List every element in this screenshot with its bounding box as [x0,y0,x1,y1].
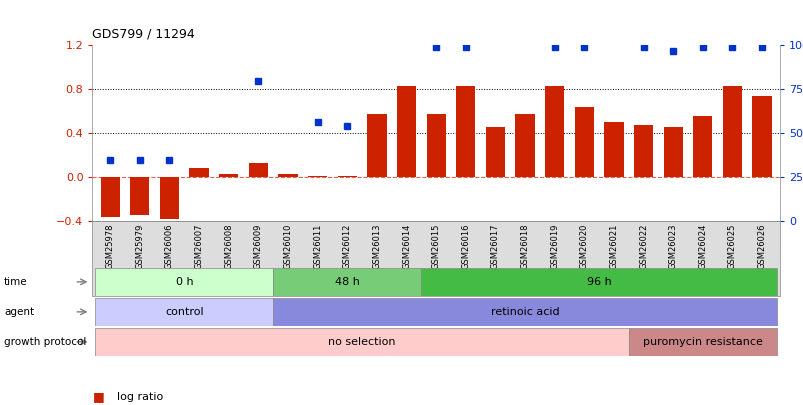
Bar [544,86,564,177]
Bar [628,328,776,356]
Bar [367,114,386,177]
Text: GDS799 / 11294: GDS799 / 11294 [92,28,195,40]
Text: log ratio: log ratio [116,392,163,403]
Bar [397,86,416,177]
Bar [426,114,445,177]
Bar [692,116,711,177]
Text: control: control [165,307,203,317]
Bar [421,268,776,296]
Text: 0 h: 0 h [175,277,193,287]
Bar [574,107,593,177]
Bar [485,127,504,177]
Text: retinoic acid: retinoic acid [490,307,559,317]
Bar [662,127,682,177]
Bar [248,164,267,177]
Text: time: time [4,277,27,287]
Bar [273,298,776,326]
Text: 48 h: 48 h [334,277,359,287]
Bar [633,125,652,177]
Bar [752,96,771,177]
Bar [96,298,273,326]
Bar [337,176,357,177]
Bar [455,86,475,177]
Bar [219,175,238,177]
Bar [190,168,209,177]
Bar [604,122,623,177]
Text: agent: agent [4,307,34,317]
Bar [96,328,628,356]
Bar [96,268,273,296]
Bar [722,86,741,177]
Bar [278,175,297,177]
Text: no selection: no selection [328,337,395,347]
Text: growth protocol: growth protocol [4,337,86,347]
Text: ■: ■ [92,390,104,403]
Text: 96 h: 96 h [586,277,611,287]
Text: puromycin resistance: puromycin resistance [642,337,762,347]
Bar [308,176,327,177]
Bar [160,177,179,219]
Bar [273,268,421,296]
Bar [100,177,120,217]
Bar [130,177,149,215]
Bar [515,114,534,177]
